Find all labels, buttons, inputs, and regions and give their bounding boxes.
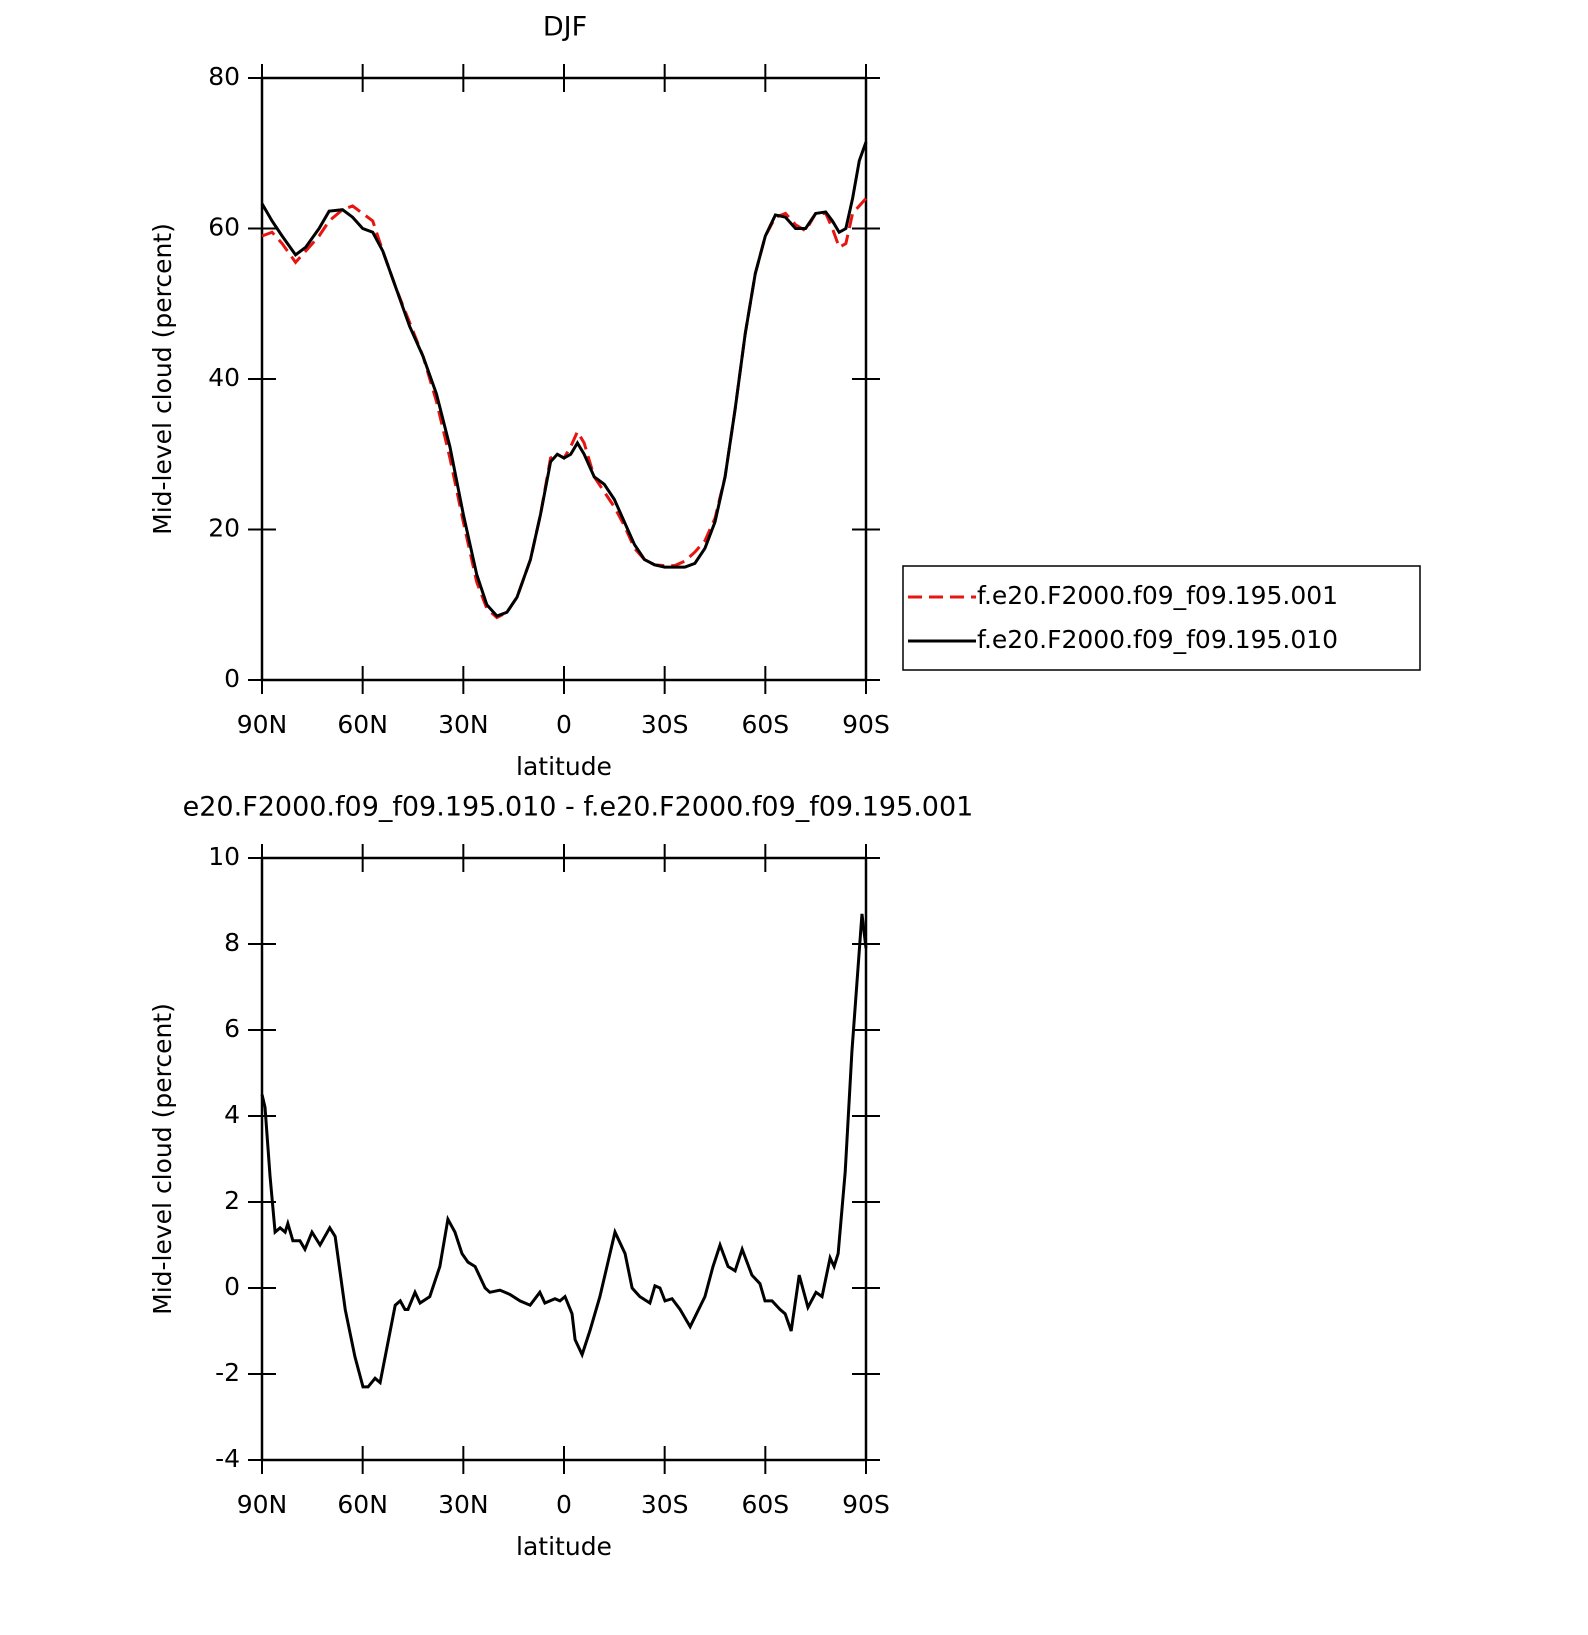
x-tick-label: 90S [842, 1490, 890, 1519]
y-tick-label: -4 [215, 1444, 240, 1473]
y-axis-label: Mid-level cloud (percent) [148, 223, 177, 535]
x-tick-label: 30S [641, 710, 689, 739]
y-tick-label: 20 [208, 514, 240, 543]
x-tick-label: 30N [438, 1490, 489, 1519]
x-tick-label: 90N [237, 1490, 288, 1519]
x-tick-label: 0 [556, 1490, 572, 1519]
x-axis-label: latitude [516, 752, 612, 781]
y-axis-label: Mid-level cloud (percent) [148, 1003, 177, 1315]
x-tick-label: 60S [741, 710, 789, 739]
chart-title: DJF [543, 12, 587, 43]
chart-title: e20.F2000.f09_f09.195.010 - f.e20.F2000.… [183, 792, 974, 823]
y-tick-label: 0 [224, 664, 240, 693]
legend-label: f.e20.F2000.f09_f09.195.010 [977, 625, 1338, 654]
x-tick-label: 60N [337, 1490, 388, 1519]
data-line [260, 141, 868, 618]
y-tick-label: 80 [208, 62, 240, 91]
x-tick-label: 0 [556, 710, 572, 739]
x-tick-label: 60N [337, 710, 388, 739]
x-tick-label: 30N [438, 710, 489, 739]
y-tick-label: 2 [224, 1186, 240, 1215]
y-tick-label: 8 [224, 928, 240, 957]
x-tick-label: 60S [741, 1490, 789, 1519]
legend-box [902, 565, 1421, 671]
data-line [260, 913, 868, 1389]
data-line [261, 197, 868, 620]
x-axis-label: latitude [516, 1532, 612, 1561]
y-tick-label: 40 [208, 363, 240, 392]
y-tick-label: 60 [208, 213, 240, 242]
x-tick-label: 30S [641, 1490, 689, 1519]
plot-frame [260, 856, 868, 1462]
legend-label: f.e20.F2000.f09_f09.195.001 [977, 581, 1338, 610]
x-tick-label: 90S [842, 710, 890, 739]
plot-frame [260, 76, 868, 682]
y-tick-label: 0 [224, 1272, 240, 1301]
y-tick-label: 10 [208, 842, 240, 871]
x-tick-label: 90N [237, 710, 288, 739]
y-tick-label: -2 [215, 1358, 240, 1387]
y-tick-label: 6 [224, 1014, 240, 1043]
y-tick-label: 4 [224, 1100, 240, 1129]
